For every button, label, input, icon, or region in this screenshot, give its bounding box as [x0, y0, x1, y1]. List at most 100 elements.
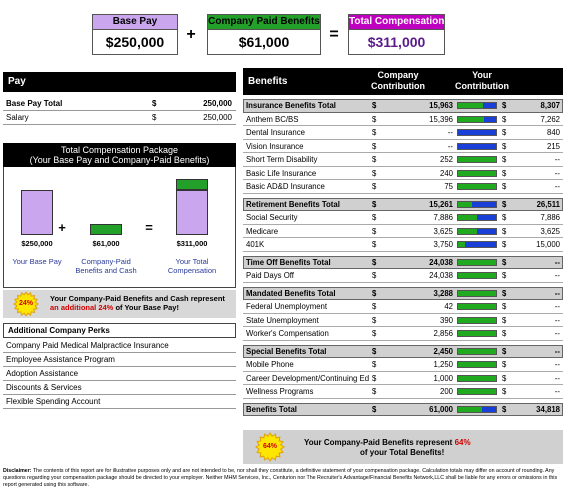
pay-value: 250,000: [203, 113, 232, 122]
benefit-row: [243, 167, 563, 180]
currency: $: [502, 387, 507, 396]
badge-text: of your Total Benefits!: [360, 448, 445, 457]
your-value: --: [554, 155, 560, 164]
summary-operator: =: [329, 26, 339, 43]
currency: $: [502, 114, 507, 124]
benefit-row: [243, 358, 563, 372]
starburst-shape: [13, 291, 39, 317]
benefit-label: Basic AD&D Insurance: [246, 182, 325, 191]
bar-yours: [483, 102, 497, 109]
badge-highlight: an additional 24%: [50, 303, 114, 312]
package-caption: Company-Paid Benefits and Cash: [75, 257, 137, 275]
pay-value: 250,000: [203, 99, 232, 108]
bar-company: [457, 316, 497, 324]
company-value: 24,038: [429, 271, 453, 280]
your-value: 26,511: [536, 199, 560, 209]
currency: $: [372, 360, 377, 369]
total-label: Time Off Benefits Total: [246, 257, 331, 267]
currency: $: [372, 182, 377, 191]
summary-box: Company Paid Benefits $61,000: [207, 14, 321, 55]
company-value: 42: [444, 302, 453, 311]
bar-yours: [471, 200, 497, 208]
pay-label: Base Pay Total: [6, 99, 63, 108]
company-value: 61,000: [429, 404, 453, 414]
currency: $: [502, 288, 507, 298]
currency: $: [502, 373, 507, 383]
badge-area: [243, 430, 563, 464]
bar-company: [457, 303, 497, 310]
total-label: Insurance Benefits Total: [246, 101, 336, 110]
bar-yours: [477, 227, 497, 235]
benefits-header-bar: [243, 68, 563, 95]
total-label: Special Benefits Total: [246, 346, 327, 356]
total-label: Mandated Benefits Total: [246, 288, 336, 298]
currency: $: [152, 113, 157, 122]
total-label: Benefits Total: [246, 404, 297, 414]
benefit-row: [243, 372, 563, 385]
perk-item: Employee Assistance Program: [3, 354, 236, 367]
currency: $: [372, 404, 377, 414]
badge-text: Your Company-Paid Benefits represent 64%: [304, 438, 471, 448]
bar-company: [457, 115, 485, 123]
bar-frame: [457, 330, 497, 337]
bar-frame: [457, 142, 497, 150]
your-value: --: [554, 346, 560, 356]
pay-label: Salary: [6, 113, 29, 122]
currency: $: [372, 141, 377, 151]
bar-yours: [482, 405, 497, 413]
currency: $: [372, 226, 377, 236]
currency: $: [502, 329, 507, 338]
bar-frame: [457, 303, 497, 310]
package-bar: [176, 190, 208, 235]
currency: $: [372, 199, 377, 209]
bar-frame: [457, 129, 497, 136]
currency: $: [502, 199, 507, 209]
currency: $: [502, 168, 507, 178]
summary-operator: +: [186, 26, 196, 43]
currency: $: [502, 155, 507, 164]
bar-frame: [457, 115, 497, 123]
benefit-label: State Unemployment: [246, 315, 319, 325]
bar-company: [457, 214, 477, 221]
bar-company: [457, 258, 497, 266]
benefit-label: Federal Unemployment: [246, 302, 328, 311]
package-header: [3, 143, 236, 167]
benefit-label: Anthem BC/BS: [246, 114, 299, 124]
currency: $: [502, 346, 507, 356]
company-value: 3,288: [433, 288, 453, 298]
benefit-row: [243, 153, 563, 167]
benefit-row: [243, 385, 563, 399]
currency: $: [502, 315, 507, 325]
starburst-shape: [255, 432, 285, 462]
bar-frame: [457, 214, 497, 221]
bar-frame: [457, 200, 497, 208]
benefit-row: [243, 140, 563, 153]
company-value: 15,963: [429, 101, 453, 110]
company-value: 1,250: [433, 360, 453, 369]
currency: $: [502, 302, 507, 311]
badge-highlight: 64%: [454, 438, 471, 447]
company-value: 2,450: [433, 346, 453, 356]
currency: $: [502, 101, 507, 110]
benefit-label: Mobile Phone: [246, 360, 294, 369]
benefit-label: Dental Insurance: [246, 128, 305, 137]
your-value: --: [554, 168, 560, 178]
currency: $: [502, 182, 507, 191]
benefit-row: [243, 113, 563, 126]
bar-frame: [457, 316, 497, 324]
currency: $: [502, 360, 507, 369]
your-value: 34,818: [536, 404, 560, 414]
currency: $: [372, 315, 377, 325]
company-value: 200: [439, 387, 453, 396]
bar-frame: [457, 405, 497, 413]
bar-frame: [457, 183, 497, 190]
bar-company: [457, 200, 472, 208]
bar-yours: [484, 115, 497, 123]
bar-frame: [457, 272, 497, 279]
currency: $: [372, 271, 377, 280]
your-value: --: [554, 360, 560, 369]
currency: $: [372, 373, 377, 383]
package-bar: [176, 179, 208, 190]
disclaimer-label: Disclaimer:: [3, 468, 32, 474]
bar-yours: [465, 241, 497, 248]
